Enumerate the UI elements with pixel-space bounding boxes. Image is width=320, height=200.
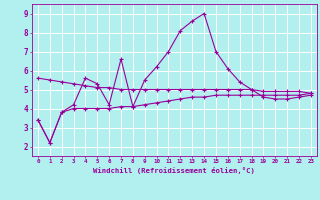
X-axis label: Windchill (Refroidissement éolien,°C): Windchill (Refroidissement éolien,°C) <box>93 167 255 174</box>
